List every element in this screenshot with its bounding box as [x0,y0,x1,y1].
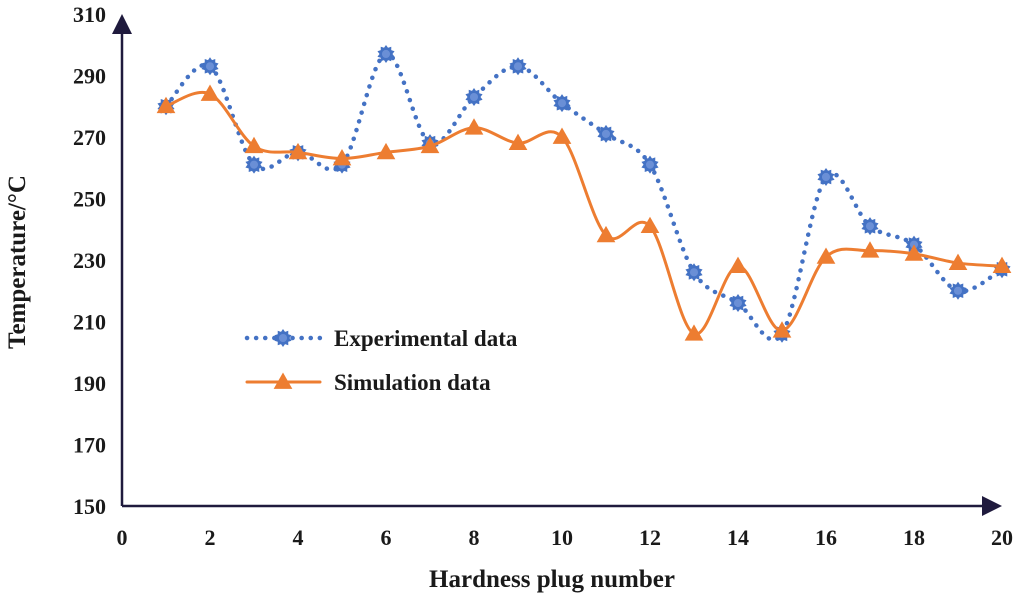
experimental-point [949,281,967,300]
experimental-point [553,94,571,113]
x-tick-label: 10 [551,525,573,550]
axes [112,14,1002,516]
legend-star-marker [274,329,292,347]
legend-label: Simulation data [334,370,491,395]
simulation-point [684,324,704,341]
simulation-point [552,127,572,144]
y-tick-label: 270 [73,125,106,150]
y-axis-title: Temperature/°C [4,175,31,349]
legend-item-experimental: Experimental data [244,326,518,351]
x-tick-label: 0 [117,525,128,550]
simulation-point [904,244,924,261]
simulation-point [508,133,528,151]
experimental-point [641,155,659,174]
experimental-point [817,167,835,186]
legend-label: Experimental data [334,326,518,351]
x-tick-label: 16 [815,525,837,550]
experimental-point [861,217,879,236]
simulation-point [860,241,880,258]
y-tick-label: 210 [73,310,106,335]
experimental-point [377,44,395,63]
y-tick-label: 190 [73,371,106,396]
simulation-point [992,256,1012,274]
simulation-point [200,84,220,101]
simulation-point [464,118,484,135]
simulation-point [376,142,396,160]
simulation-point [244,136,264,154]
x-tick-label: 18 [903,525,925,550]
x-tick-labels: 0 2 4 6 8 10 12 14 16 18 20 [117,525,1014,550]
y-tick-label: 170 [73,433,106,458]
y-tick-label: 150 [73,494,106,519]
simulation-point [816,247,836,264]
simulation-point [420,136,440,154]
series-experimental [157,44,1011,343]
simulation-point [948,253,968,270]
y-tick-label: 250 [73,187,106,212]
simulation-point [640,216,660,234]
experimental-point [509,57,527,76]
series-layer [156,44,1012,343]
experimental-point [201,57,219,76]
y-tick-label: 230 [73,248,106,273]
x-tick-label: 14 [727,525,749,550]
experimental-point [597,124,615,143]
legend: Experimental data Simulation data [244,326,518,395]
simulation-point [332,149,352,166]
simulation-point [288,142,308,160]
experimental-point [245,155,263,174]
x-tick-label: 4 [293,525,304,550]
experimental-point [685,263,703,282]
simulation-line [164,90,1004,336]
x-axis-title: Hardness plug number [429,566,675,593]
experimental-line [163,51,1005,342]
y-tick-label: 290 [73,64,106,89]
experimental-point [465,88,483,107]
legend-triangle-marker [273,372,293,389]
x-tick-label: 20 [991,525,1013,550]
x-tick-label: 8 [469,525,480,550]
y-tick-label: 310 [73,2,106,27]
simulation-point [772,321,792,338]
simulation-point [156,96,176,114]
x-tick-label: 6 [381,525,392,550]
simulation-point [728,256,748,274]
simulation-point [596,225,616,243]
x-tick-label: 12 [639,525,661,550]
experimental-point [729,294,747,313]
legend-item-simulation: Simulation data [245,370,491,395]
x-tick-label: 2 [205,525,216,550]
series-simulation [156,84,1012,341]
y-tick-labels: 150 170 190 210 230 250 270 290 310 [73,2,106,519]
